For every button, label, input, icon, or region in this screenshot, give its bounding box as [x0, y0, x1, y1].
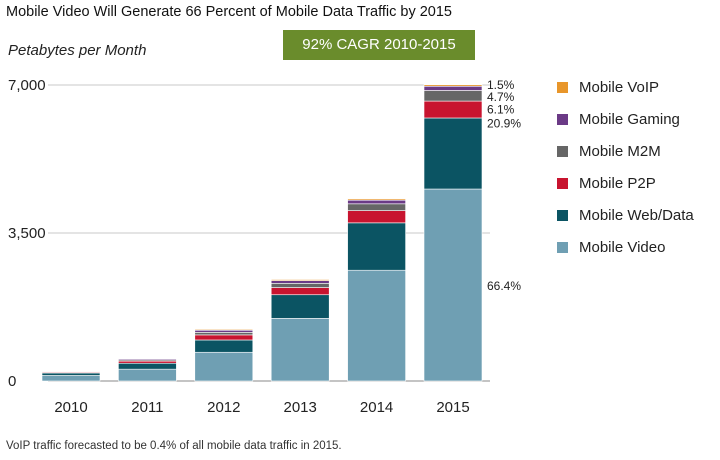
- x-tick-label: 2013: [284, 399, 317, 416]
- legend-swatch: [557, 82, 568, 93]
- legend-swatch: [557, 242, 568, 253]
- legend-swatch: [557, 114, 568, 125]
- bar-segment: [118, 360, 177, 364]
- bar-segment: [347, 198, 406, 201]
- bar-segment: [347, 210, 406, 224]
- percent-annotation: 20.9%: [487, 117, 521, 131]
- y-tick-label: 3,500: [8, 225, 46, 242]
- bar-segment: [423, 188, 483, 382]
- bar-segment: [41, 372, 101, 376]
- bar-segment: [194, 351, 254, 382]
- cagr-badge: 92% CAGR 2010-2015: [283, 30, 475, 60]
- bar-segment: [423, 100, 483, 119]
- percent-annotations: 1.5%4.7%6.1%20.9% 66.4%: [487, 78, 521, 293]
- bar-segment: [194, 334, 254, 341]
- bar-segment: [194, 339, 254, 353]
- bar-segment: [270, 294, 330, 319]
- bar-segment: [270, 283, 330, 288]
- legend-label: Mobile M2M: [579, 143, 661, 160]
- bar-stacks: [41, 84, 483, 382]
- bar-segment: [270, 280, 330, 284]
- bar-segment: [423, 90, 483, 102]
- bar-segment: [41, 375, 101, 382]
- legend-label: Mobile VoIP: [579, 79, 660, 96]
- percent-annotation: 1.5%: [487, 78, 515, 92]
- legend-swatch: [557, 178, 568, 189]
- legend-label: Mobile Web/Data: [579, 207, 694, 224]
- bar-segment: [118, 368, 177, 382]
- footnote: VoIP traffic forecasted to be 0.4% of al…: [6, 440, 342, 452]
- bar-segment: [270, 318, 330, 382]
- percent-annotation: 4.7%: [487, 90, 515, 104]
- y-tick-labels: 0 3,500 7,000: [8, 77, 46, 390]
- bar-segment: [118, 357, 177, 360]
- bar-segment: [347, 222, 406, 271]
- legend-label: Mobile Video: [579, 239, 666, 256]
- x-tick-label: 2010: [54, 399, 87, 416]
- bar-segment: [347, 203, 406, 211]
- y-tick-label: 7,000: [8, 77, 46, 94]
- percent-annotation: 6.1%: [487, 103, 515, 117]
- legend-swatch: [557, 210, 568, 221]
- legend-label: Mobile Gaming: [579, 111, 680, 128]
- bar-segment: [118, 362, 177, 370]
- x-tick-label: 2011: [131, 399, 163, 416]
- x-tick-label: 2012: [207, 399, 240, 416]
- bar-segment: [423, 117, 483, 190]
- x-tick-label: 2015: [436, 399, 469, 416]
- bar-segment: [347, 199, 406, 205]
- legend-label: Mobile P2P: [579, 175, 656, 192]
- legend-swatch: [557, 146, 568, 157]
- bar-segment: [270, 287, 330, 296]
- x-tick-label: 2014: [360, 399, 393, 416]
- chart-title: Mobile Video Will Generate 66 Percent of…: [6, 4, 452, 20]
- x-tick-labels: 2010 2011 2012 2013 2014 2015: [54, 399, 469, 416]
- y-axis-label: Petabytes per Month: [8, 42, 147, 59]
- bar-segment: [423, 85, 483, 91]
- bar-segment: [423, 84, 483, 87]
- bar-segment: [270, 279, 330, 281]
- bar-segment: [347, 269, 406, 382]
- y-tick-label: 0: [8, 373, 16, 390]
- bar-segment: [194, 329, 254, 333]
- bar-segment: [194, 332, 254, 336]
- bar-segment: [194, 329, 254, 331]
- percent-annotation: 66.4%: [487, 279, 521, 293]
